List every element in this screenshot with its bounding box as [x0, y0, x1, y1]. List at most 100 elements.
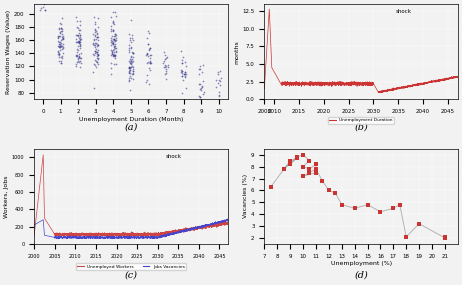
Point: [58, 43, 66, 48]
Point: [111, 38, 119, 42]
Point: [57, 40, 64, 45]
Point: [299, 164, 307, 169]
Point: [74, 58, 82, 63]
Point: [306, 158, 313, 163]
Point: [109, 20, 116, 25]
Text: (b): (b): [354, 122, 368, 131]
Point: [162, 69, 170, 74]
Point: [196, 64, 204, 68]
Point: [364, 202, 371, 207]
Point: [127, 61, 134, 66]
Point: [93, 40, 100, 45]
Point: [129, 69, 137, 74]
Point: [55, 49, 62, 53]
Point: [94, 48, 102, 52]
Point: [112, 49, 119, 53]
Point: [56, 51, 63, 56]
Text: (d): (d): [354, 270, 368, 280]
Point: [55, 34, 62, 39]
Point: [111, 43, 119, 48]
Point: [73, 33, 80, 37]
Point: [94, 43, 102, 48]
Point: [196, 66, 203, 71]
Point: [76, 23, 84, 27]
Point: [111, 53, 118, 58]
Point: [144, 42, 152, 46]
Point: [144, 60, 152, 64]
Point: [110, 53, 117, 58]
Point: [196, 87, 204, 92]
Point: [59, 54, 66, 58]
Point: [92, 37, 100, 42]
Point: [56, 34, 64, 38]
Point: [108, 29, 115, 33]
Point: [109, 54, 117, 59]
Point: [94, 34, 102, 39]
Point: [91, 53, 98, 57]
Point: [110, 34, 117, 38]
Point: [146, 82, 153, 86]
Point: [177, 49, 185, 54]
Point: [128, 50, 136, 54]
Point: [200, 91, 207, 96]
Point: [73, 15, 80, 19]
Point: [181, 70, 188, 74]
Point: [111, 32, 119, 37]
Point: [182, 86, 189, 90]
Point: [312, 167, 320, 171]
Point: [127, 68, 134, 73]
Point: [72, 64, 79, 68]
Point: [126, 48, 133, 52]
Point: [125, 79, 132, 83]
Point: [441, 236, 449, 240]
Point: [58, 37, 66, 41]
Point: [162, 62, 169, 67]
Point: [126, 73, 134, 78]
Point: [91, 33, 99, 38]
Point: [93, 59, 100, 64]
Point: [94, 37, 101, 42]
Point: [56, 31, 63, 35]
Point: [75, 40, 83, 45]
Point: [55, 39, 62, 43]
Point: [108, 66, 115, 70]
Point: [110, 42, 117, 46]
Point: [396, 202, 403, 207]
Point: [110, 42, 117, 46]
Point: [94, 60, 101, 64]
Point: [177, 70, 185, 74]
Point: [59, 37, 67, 42]
Point: [58, 38, 65, 43]
Point: [161, 72, 168, 77]
Point: [110, 37, 118, 41]
Point: [162, 65, 169, 69]
Y-axis label: Reservation Wages (Value): Reservation Wages (Value): [6, 10, 11, 94]
Point: [108, 34, 116, 39]
Point: [162, 77, 170, 81]
Point: [129, 64, 136, 69]
Point: [108, 24, 115, 29]
Point: [40, 2, 48, 7]
Point: [75, 26, 82, 30]
Point: [109, 50, 116, 54]
Point: [90, 32, 97, 36]
Point: [76, 40, 84, 44]
Point: [93, 32, 100, 36]
Point: [109, 28, 117, 33]
Point: [108, 52, 116, 56]
Point: [90, 62, 97, 67]
Text: shock: shock: [396, 9, 412, 14]
Point: [125, 43, 132, 48]
Point: [162, 53, 169, 58]
Point: [109, 52, 116, 57]
Point: [126, 88, 133, 92]
Point: [77, 55, 84, 60]
Point: [93, 35, 100, 39]
Point: [73, 52, 81, 57]
Point: [76, 28, 84, 32]
Point: [56, 48, 64, 52]
Point: [91, 20, 98, 25]
Point: [55, 52, 62, 57]
Point: [56, 21, 63, 25]
Point: [142, 52, 150, 57]
